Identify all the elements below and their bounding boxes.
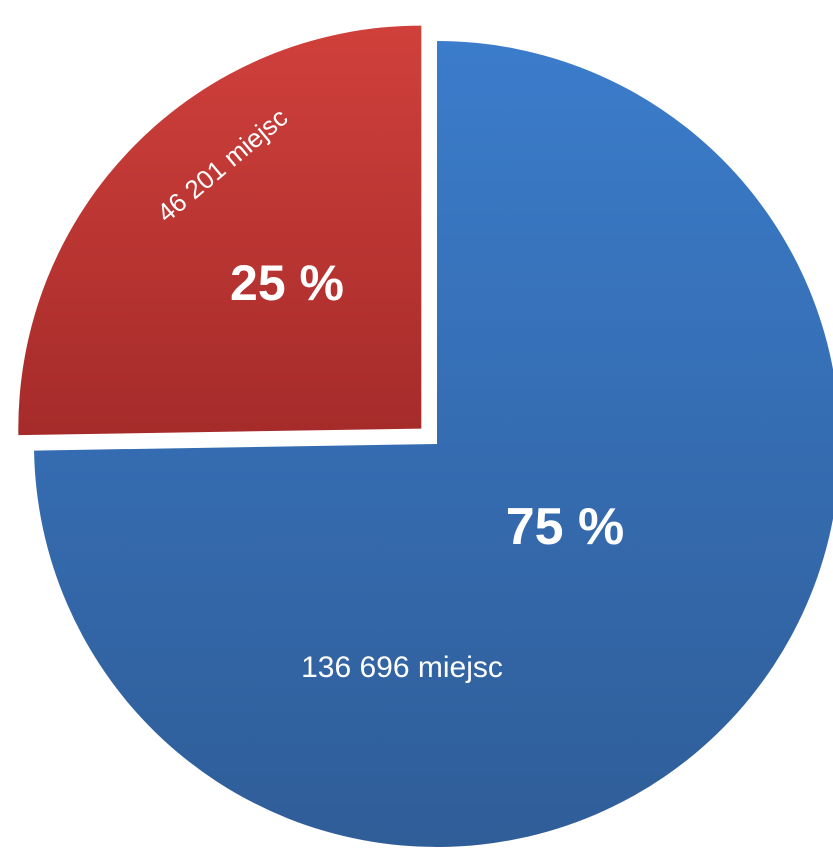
slice-count-label-blue: 136 696 miejsc (301, 651, 503, 684)
pie-slice-blue (34, 41, 833, 847)
pie-slices (18, 25, 833, 847)
pie-slice-red (18, 25, 422, 436)
slice-percent-label-blue: 75 % (506, 498, 625, 556)
slice-percent-label-red: 25 % (230, 255, 344, 311)
